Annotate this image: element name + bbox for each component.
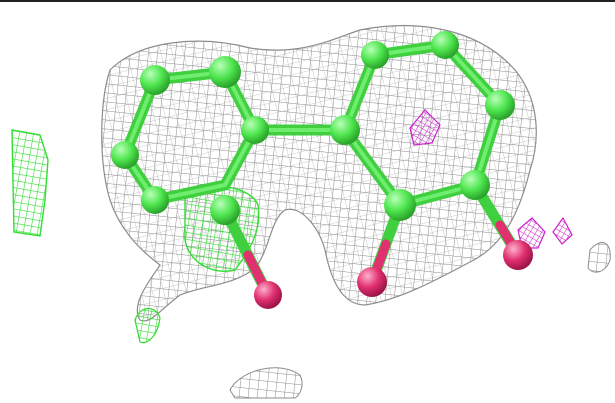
- frame-top-line: [0, 0, 615, 2]
- carbon-atom: [141, 186, 169, 214]
- carbon-atom: [209, 56, 241, 88]
- carbon-atom: [241, 116, 269, 144]
- green-blob-left: [11, 129, 49, 237]
- mesh-blob-bottom: [229, 367, 303, 399]
- magenta-blob-3: [552, 216, 573, 245]
- carbon-atom: [384, 189, 416, 221]
- oxygen-atoms: [254, 240, 533, 309]
- carbon-atom: [431, 31, 459, 59]
- carbon-atom: [111, 141, 139, 169]
- green-blob-small: [134, 307, 161, 344]
- carbon-atom: [330, 115, 360, 145]
- positive-difference-blobs: [11, 129, 260, 344]
- carbon-atom: [140, 65, 170, 95]
- carbon-atom: [460, 170, 490, 200]
- carbon-atoms: [111, 31, 515, 225]
- magenta-blob-1: [409, 109, 441, 146]
- carbon-atom: [485, 90, 515, 120]
- oxygen-atom: [357, 267, 387, 297]
- mesh-blob-right: [587, 242, 611, 273]
- oxygen-atom: [503, 240, 533, 270]
- oxygen-atom: [254, 281, 282, 309]
- carbon-atom: [361, 41, 389, 69]
- carbon-atom: [210, 195, 240, 225]
